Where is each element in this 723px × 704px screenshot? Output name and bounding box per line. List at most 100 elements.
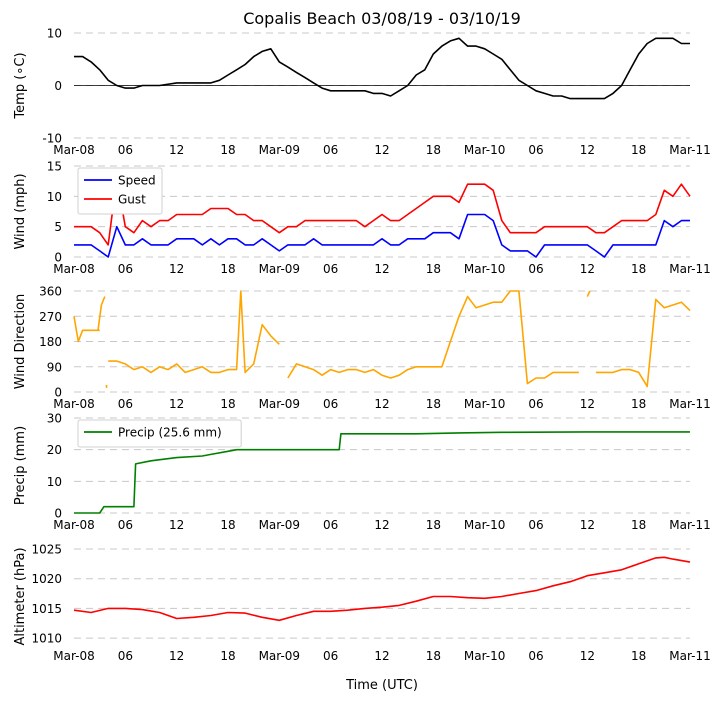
y-tick-label: 0 [54,386,62,400]
y-tick-label: 5 [54,220,62,234]
y-tick-label: 270 [39,310,62,324]
y-axis-label: Wind Direction [13,294,28,390]
x-tick-label: Mar-11 [669,143,710,157]
y-axis-label: Precip (mm) [13,426,28,505]
y-tick-label: 1010 [31,632,62,646]
y-tick-label: 1015 [31,602,62,616]
x-tick-label: 12 [374,397,389,411]
y-axis-label: Wind (mph) [13,173,28,249]
x-tick-label: 12 [169,649,184,663]
legend-label: Precip (25.6 mm) [118,426,222,440]
x-tick-label: 12 [169,262,184,276]
y-tick-label: 0 [54,507,62,521]
x-tick-label: 12 [580,397,595,411]
x-tick-label: 06 [323,143,338,157]
x-tick-label: 06 [323,262,338,276]
y-tick-label: 20 [47,443,62,457]
series-speed-line [74,213,690,258]
x-tick-label: 18 [426,518,441,532]
legend-label: Speed [118,174,156,188]
x-tick-label: Mar-09 [259,397,300,411]
series-direction-line [73,316,100,343]
x-tick-label: 06 [118,649,133,663]
x-tick-label: Mar-11 [669,518,710,532]
y-tick-label: 10 [47,190,62,204]
series-direction-line [97,296,106,331]
x-tick-label: Mar-08 [53,397,94,411]
x-tick-label: 06 [323,518,338,532]
x-tick-label: Mar-10 [464,143,505,157]
x-tick-label: Mar-10 [464,397,505,411]
series-direction-line [108,290,280,374]
x-tick-label: 12 [169,518,184,532]
y-tick-label: 0 [54,251,62,265]
x-tick-label: 18 [631,518,646,532]
x-tick-label: Mar-10 [464,649,505,663]
x-tick-label: Mar-08 [53,143,94,157]
y-axis-label: Temp (∘C) [13,52,28,119]
panel-5: 1025 1020 1015 1010 Mar-08 06 12 18 Mar-09 06 12 18… [13,543,711,664]
y-tick-label: 0 [54,79,62,93]
y-tick-label: -10 [42,132,62,146]
x-tick-label: 12 [169,143,184,157]
x-tick-label: 06 [323,649,338,663]
series-altimeter-line [73,556,691,622]
y-tick-label: 1025 [31,543,62,557]
y-tick-label: 1020 [31,572,62,586]
series-direction-line [287,290,579,385]
x-tick-label: Mar-10 [464,518,505,532]
x-tick-label: Mar-11 [669,397,710,411]
legend-box [77,419,242,448]
x-tick-label: 06 [528,649,543,663]
x-tick-label: 18 [631,397,646,411]
x-tick-label: 06 [323,397,338,411]
x-tick-label: 18 [631,262,646,276]
x-tick-label: 18 [220,649,235,663]
x-tick-label: Mar-09 [259,518,300,532]
x-tick-label: 06 [528,262,543,276]
x-tick-label: 18 [631,143,646,157]
x-tick-label: 12 [580,649,595,663]
x-tick-label: 12 [580,143,595,157]
y-tick-label: 360 [39,285,62,299]
y-tick-label: 10 [47,475,62,489]
x-tick-label: Mar-09 [259,143,300,157]
series-direction-line [586,290,591,297]
x-tick-label: Mar-09 [259,649,300,663]
x-tick-label: 18 [426,649,441,663]
x-tick-label: Mar-08 [53,518,94,532]
x-tick-label: 06 [528,518,543,532]
x-tick-label: 12 [374,143,389,157]
y-axis-label: Altimeter (hPa) [13,547,28,645]
x-tick-label: Mar-09 [259,262,300,276]
x-tick-label: 18 [631,649,646,663]
x-tick-label: Mar-10 [464,262,505,276]
x-tick-label: 18 [220,143,235,157]
legend-label: Gust [118,193,146,207]
series-precip-25-6-mm-line [74,431,690,514]
x-tick-label: 12 [374,518,389,532]
x-tick-label: 06 [528,143,543,157]
y-tick-label: 10 [47,27,62,41]
x-tick-label: 18 [426,397,441,411]
x-tick-label: 18 [220,518,235,532]
x-tick-label: Mar-08 [53,649,94,663]
y-tick-label: 180 [39,335,62,349]
series-direction-line [595,298,691,388]
x-tick-label: 06 [118,143,133,157]
y-tick-label: 15 [47,160,62,174]
series-gust-line [74,177,691,246]
x-tick-label: 18 [220,262,235,276]
x-tick-label: Mar-11 [669,649,710,663]
chart-title: Copalis Beach 03/08/19 - 03/10/19 [243,9,521,28]
x-tick-label: 12 [580,262,595,276]
x-tick-label: 12 [374,649,389,663]
series-direction-line [105,384,108,388]
series-temp-line [74,37,690,100]
